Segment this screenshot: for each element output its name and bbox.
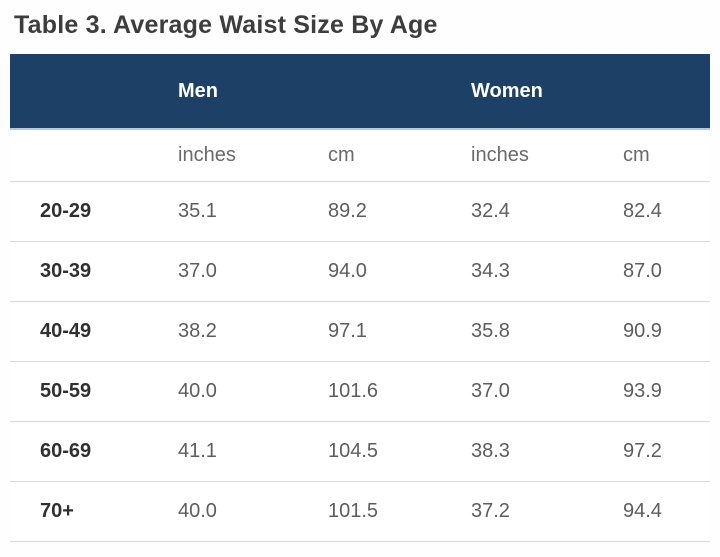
table-row: 30-39 37.0 94.0 34.3 87.0 bbox=[10, 241, 711, 302]
group-header-men: Men bbox=[148, 54, 441, 130]
unit-header-women-inches: inches bbox=[441, 129, 593, 182]
title-bar: Table 3. Average Waist Size By Age bbox=[0, 0, 720, 54]
value-cell: 37.0 bbox=[441, 361, 593, 422]
age-cell: 50-59 bbox=[10, 361, 148, 422]
age-cell: 60-69 bbox=[10, 421, 148, 482]
unit-header-women-cm: cm bbox=[593, 129, 711, 182]
value-cell: 82.4 bbox=[593, 181, 711, 242]
age-cell: 30-39 bbox=[10, 241, 148, 302]
value-cell: 37.2 bbox=[441, 481, 593, 542]
value-cell: 37.0 bbox=[148, 241, 298, 302]
table-head: Men Women inches cm inches cm bbox=[10, 54, 711, 182]
value-cell: 97.2 bbox=[593, 421, 711, 482]
age-cell: 20-29 bbox=[10, 181, 148, 242]
value-cell: 101.6 bbox=[298, 361, 441, 422]
unit-header-spacer bbox=[10, 129, 148, 182]
value-cell: 38.2 bbox=[148, 301, 298, 362]
unit-header-men-cm: cm bbox=[298, 129, 441, 182]
table-row: 70+ 40.0 101.5 37.2 94.4 bbox=[10, 481, 711, 542]
table-body: 20-29 35.1 89.2 32.4 82.4 30-39 37.0 94.0 34.3 87… bbox=[10, 181, 711, 542]
value-cell: 40.0 bbox=[148, 481, 298, 542]
value-cell: 87.0 bbox=[593, 241, 711, 302]
value-cell: 104.5 bbox=[298, 421, 441, 482]
group-header-spacer bbox=[10, 54, 148, 130]
value-cell: 40.0 bbox=[148, 361, 298, 422]
table-row: 60-69 41.1 104.5 38.3 97.2 bbox=[10, 421, 711, 482]
waist-size-table: Men Women inches cm inches cm 20-29 35.1 8… bbox=[10, 54, 711, 542]
value-cell: 32.4 bbox=[441, 181, 593, 242]
value-cell: 90.9 bbox=[593, 301, 711, 362]
table-row: 20-29 35.1 89.2 32.4 82.4 bbox=[10, 181, 711, 242]
group-header-row: Men Women bbox=[10, 54, 711, 130]
value-cell: 41.1 bbox=[148, 421, 298, 482]
age-cell: 40-49 bbox=[10, 301, 148, 362]
value-cell: 35.8 bbox=[441, 301, 593, 362]
unit-header-men-inches: inches bbox=[148, 129, 298, 182]
unit-header-row: inches cm inches cm bbox=[10, 129, 711, 182]
value-cell: 97.1 bbox=[298, 301, 441, 362]
group-header-women: Women bbox=[441, 54, 711, 130]
value-cell: 35.1 bbox=[148, 181, 298, 242]
age-cell: 70+ bbox=[10, 481, 148, 542]
value-cell: 38.3 bbox=[441, 421, 593, 482]
value-cell: 34.3 bbox=[441, 241, 593, 302]
value-cell: 93.9 bbox=[593, 361, 711, 422]
value-cell: 101.5 bbox=[298, 481, 441, 542]
table-row: 40-49 38.2 97.1 35.8 90.9 bbox=[10, 301, 711, 362]
value-cell: 89.2 bbox=[298, 181, 441, 242]
page-title: Table 3. Average Waist Size By Age bbox=[14, 11, 438, 39]
value-cell: 94.4 bbox=[593, 481, 711, 542]
value-cell: 94.0 bbox=[298, 241, 441, 302]
table-row: 50-59 40.0 101.6 37.0 93.9 bbox=[10, 361, 711, 422]
